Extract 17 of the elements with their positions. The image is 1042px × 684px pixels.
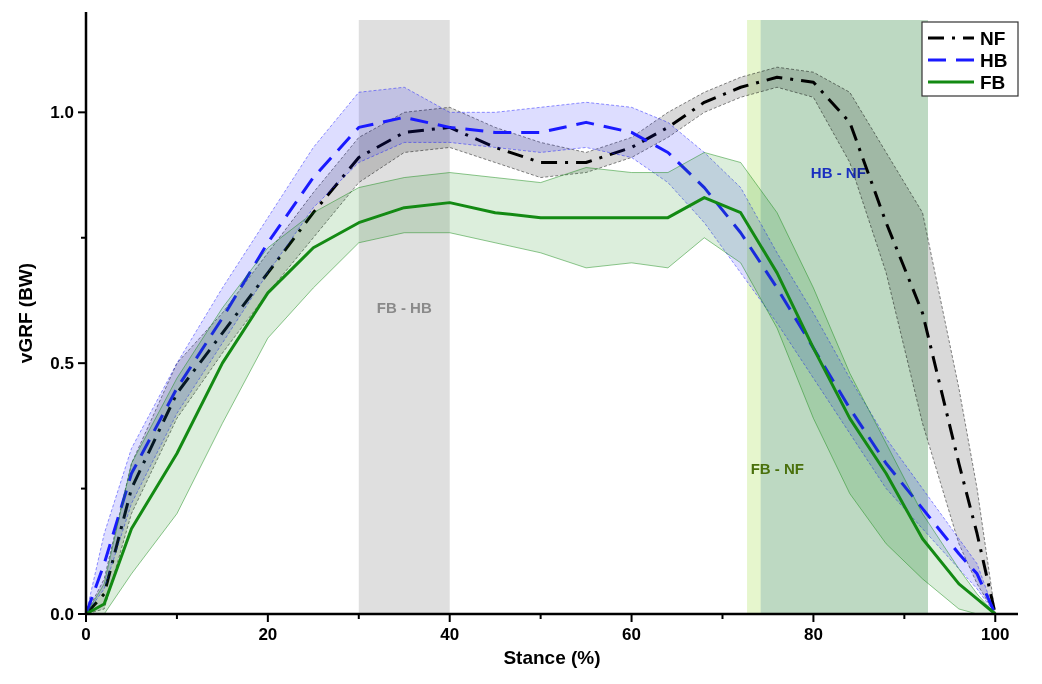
- legend-label: NF: [980, 28, 1006, 49]
- x-tick-label: 40: [440, 625, 460, 644]
- x-tick-label: 20: [258, 625, 278, 644]
- x-tick-label: 100: [981, 625, 1010, 644]
- y-tick-label: 1.0: [50, 103, 74, 123]
- x-tick-label: 80: [803, 625, 823, 644]
- band-label: FB - NF: [750, 459, 804, 477]
- y-tick-label: 0.0: [50, 605, 74, 624]
- legend-label: FB: [980, 72, 1006, 93]
- x-axis-title: Stance (%): [503, 647, 601, 668]
- band-label: HB - NF: [810, 163, 866, 181]
- x-tick-label: 0: [81, 625, 91, 644]
- legend-label: HB: [980, 50, 1008, 71]
- y-axis-title: vGRF (BW): [15, 262, 36, 364]
- y-tick-label: 0.5: [50, 354, 74, 374]
- band-label: FB - HB: [376, 299, 432, 316]
- x-tick-label: 60: [622, 625, 642, 644]
